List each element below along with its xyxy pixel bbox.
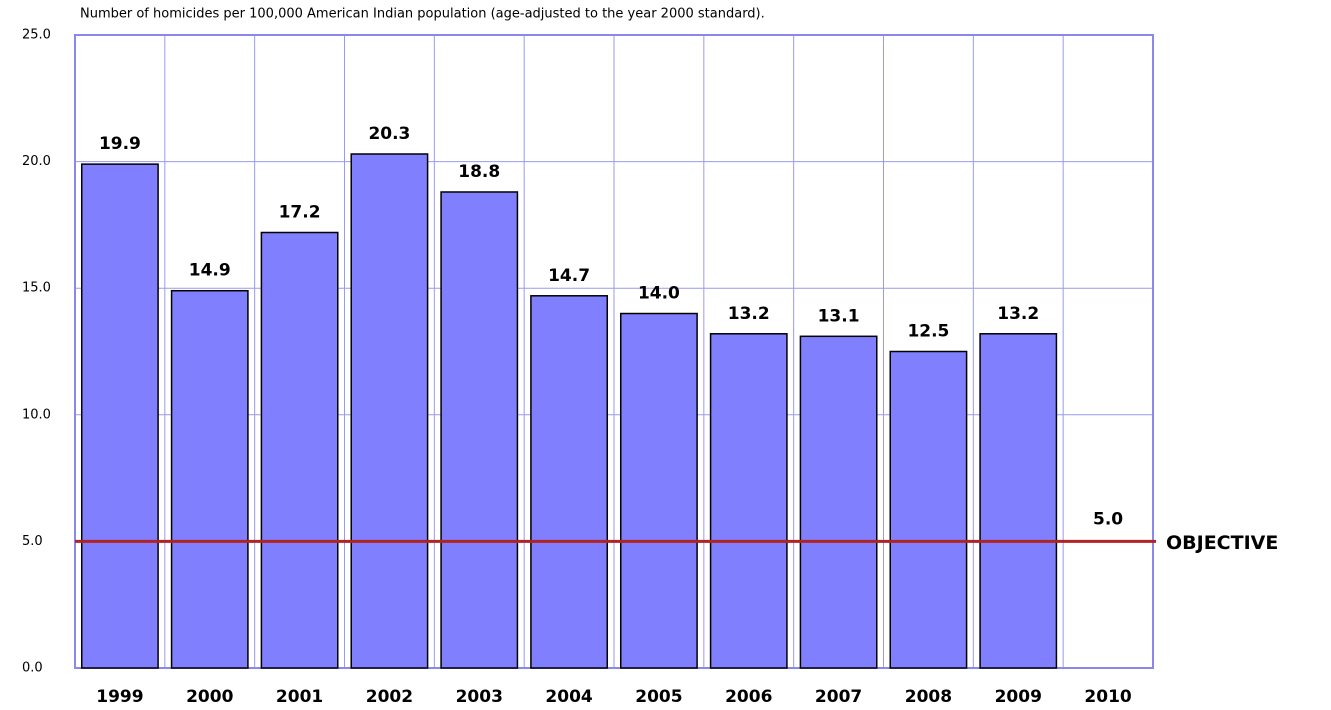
data-label: 13.1 — [818, 306, 860, 326]
data-label: 19.9 — [99, 134, 141, 154]
bar — [170, 289, 249, 669]
bar — [799, 335, 878, 669]
data-label: 12.5 — [907, 322, 949, 342]
x-tick-label: 2005 — [635, 687, 682, 707]
y-tick-label: 15.0 — [22, 281, 51, 296]
data-label: 18.8 — [458, 162, 500, 182]
data-label: 14.0 — [638, 284, 680, 304]
x-tick-label: 1999 — [96, 687, 143, 707]
data-label: 20.3 — [368, 124, 410, 144]
bar — [709, 333, 788, 669]
bar — [350, 153, 429, 669]
y-tick-label: 25.0 — [22, 28, 51, 43]
bar — [80, 163, 159, 669]
data-label: 17.2 — [279, 202, 321, 222]
bar — [440, 191, 519, 669]
data-label: 13.2 — [997, 304, 1039, 324]
bar — [260, 231, 339, 669]
data-label: 13.2 — [728, 304, 770, 324]
x-tick-label: 2007 — [815, 687, 862, 707]
bar — [619, 312, 698, 669]
x-tick-label: 2003 — [456, 687, 503, 707]
x-tick-label: 2010 — [1084, 687, 1131, 707]
objective-value-label: 5.0 — [1093, 509, 1123, 529]
data-label: 14.9 — [189, 261, 231, 281]
objective-label: OBJECTIVE — [1166, 532, 1278, 554]
x-tick-label: 2002 — [366, 687, 413, 707]
x-tick-label: 2004 — [545, 687, 592, 707]
y-tick-label: 20.0 — [22, 154, 51, 169]
x-tick-label: 2001 — [276, 687, 323, 707]
bar — [889, 350, 968, 669]
bar — [530, 295, 609, 669]
x-tick-label: 2008 — [905, 687, 952, 707]
chart-title: Number of homicides per 100,000 American… — [80, 7, 765, 22]
bar — [979, 333, 1058, 669]
data-label: 14.7 — [548, 266, 590, 286]
x-tick-label: 2000 — [186, 687, 233, 707]
x-tick-label: 2006 — [725, 687, 772, 707]
y-tick-label: 5.0 — [22, 534, 43, 549]
y-tick-label: 0.0 — [22, 661, 43, 676]
y-tick-label: 10.0 — [22, 407, 51, 422]
x-tick-label: 2009 — [995, 687, 1042, 707]
plot-border — [74, 34, 1154, 669]
